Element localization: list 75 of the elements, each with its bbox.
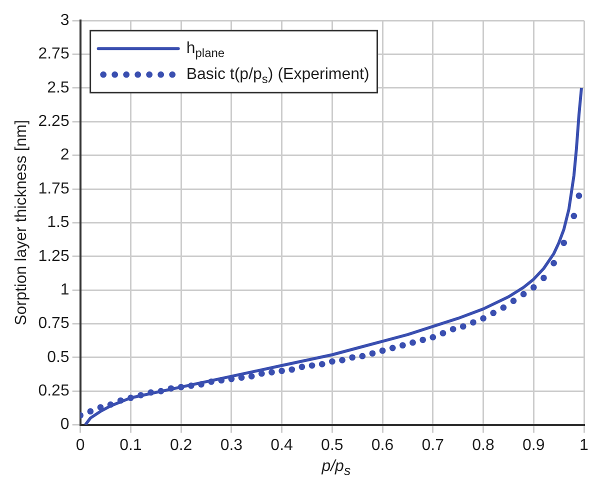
y-tick-label: 1: [60, 281, 70, 298]
point: [97, 404, 104, 410]
point: [490, 310, 497, 316]
y-tick-label: 3: [60, 12, 70, 30]
point: [238, 374, 245, 381]
point: [298, 364, 306, 370]
point: [520, 290, 527, 298]
point: [430, 334, 436, 340]
y-tick-label: 1.75: [38, 180, 70, 198]
point: [420, 336, 426, 344]
point: [208, 378, 214, 385]
x-axis-title: p/p$_{s}$: [320, 458, 352, 478]
x-tick-label: 0.3: [220, 436, 243, 454]
point: [379, 347, 386, 354]
y-tick-label: 2.25: [38, 113, 70, 130]
y-tick-label: 0.75: [38, 315, 70, 332]
point: [560, 240, 568, 246]
x-tick-label: 0.8: [472, 436, 494, 454]
point: [148, 389, 154, 396]
point: [128, 394, 134, 402]
point: [349, 354, 356, 361]
x-tick-label: 0.9: [522, 436, 545, 454]
y-tick-label: 0: [60, 416, 70, 434]
point: [410, 339, 416, 346]
point: [248, 373, 255, 380]
point: [540, 274, 547, 282]
x-tick-label: 0.5: [321, 436, 344, 454]
point: [268, 369, 275, 376]
point: [308, 362, 316, 369]
point: [87, 408, 94, 415]
y-tick-label: 2.75: [38, 46, 70, 63]
point: [328, 358, 336, 365]
point: [117, 397, 124, 404]
point: [107, 401, 114, 408]
point: [318, 360, 326, 368]
y-tick-label: 0.5: [47, 348, 70, 366]
x-tick-label: 0.2: [170, 436, 192, 454]
point: [258, 370, 265, 377]
y-tick-label: 2: [60, 146, 70, 164]
point: [500, 304, 507, 311]
point: [389, 344, 396, 352]
point: [198, 381, 204, 388]
y-tick-label: 0.25: [38, 382, 70, 400]
point: [530, 284, 537, 291]
point: [278, 368, 286, 374]
x-tick-label: 0.6: [371, 436, 394, 454]
point: [339, 356, 346, 364]
point: [178, 384, 184, 390]
point: [168, 385, 174, 392]
x-tick-label: 1: [580, 436, 589, 454]
point: [480, 315, 486, 322]
point: [576, 192, 582, 199]
point: [460, 323, 466, 330]
point: [450, 326, 456, 332]
x-tick-label: 0.7: [422, 436, 444, 454]
y-tick-label: 1.5: [47, 214, 70, 232]
x-tick-label: 0: [76, 436, 85, 454]
point: [138, 392, 144, 398]
point: [550, 260, 557, 266]
y-tick-label: 1.25: [38, 248, 70, 265]
point: [470, 319, 476, 326]
point: [188, 382, 194, 389]
x-tick-label: 0.4: [270, 436, 294, 454]
point: [359, 352, 366, 360]
point: [288, 366, 296, 373]
y-tick-label: 2.5: [47, 79, 70, 96]
point: [369, 350, 376, 357]
point: [218, 377, 225, 384]
point: [510, 298, 517, 304]
point: [440, 330, 446, 336]
y-axis-title: Sorption layer thickness [nm]: [13, 120, 30, 326]
point: [399, 342, 406, 349]
point: [570, 212, 578, 220]
point: [158, 388, 164, 394]
x-tick-label: 0.1: [120, 436, 142, 454]
